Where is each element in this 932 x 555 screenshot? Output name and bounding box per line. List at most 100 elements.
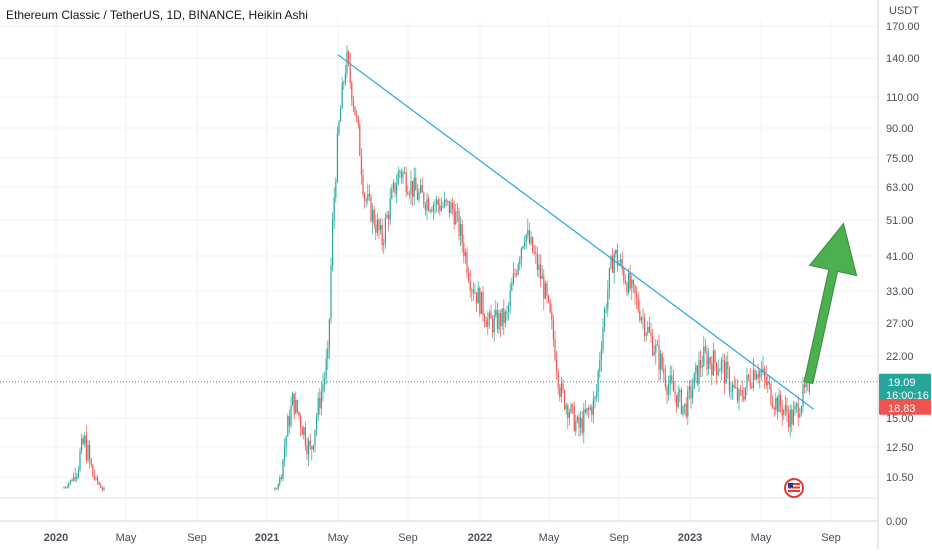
- candle-body: [644, 317, 646, 336]
- candle-body: [81, 438, 83, 452]
- candle-body: [599, 359, 601, 372]
- candle-body: [317, 397, 319, 417]
- candle-body: [304, 427, 306, 446]
- up-arrow-annotation[interactable]: [803, 222, 858, 385]
- candle-body: [95, 477, 97, 480]
- candle-body: [392, 182, 394, 190]
- candle-body: [626, 283, 628, 293]
- x-tick-label: Sep: [187, 532, 207, 544]
- x-tick-label: 2021: [255, 532, 279, 544]
- last-price-value: 19.09: [888, 377, 916, 389]
- candle-body: [735, 387, 737, 389]
- candle-body: [394, 182, 396, 194]
- candle-body: [792, 409, 794, 425]
- candle-body: [794, 405, 796, 410]
- candle-body: [405, 172, 407, 193]
- candle-body: [802, 384, 804, 407]
- candle-body: [423, 192, 425, 205]
- candle-body: [440, 206, 442, 211]
- candle-body: [780, 394, 782, 407]
- candle-body: [768, 382, 770, 384]
- candle-body: [420, 185, 422, 193]
- candle-body: [663, 368, 665, 375]
- candle-body: [788, 413, 790, 428]
- candle-body: [97, 477, 99, 483]
- candle-body: [679, 390, 681, 393]
- candle-body: [98, 482, 100, 485]
- candle-body: [93, 477, 95, 480]
- candle-body: [308, 440, 310, 455]
- candle-body: [343, 82, 345, 84]
- candle-body: [640, 317, 642, 321]
- candle-body: [784, 405, 786, 411]
- candle-body: [704, 346, 706, 352]
- candle-body: [384, 218, 386, 243]
- candle-body: [314, 429, 316, 446]
- candle-body: [733, 384, 735, 388]
- us-flag-icon[interactable]: [784, 478, 804, 498]
- candle-body: [708, 357, 710, 369]
- trendline[interactable]: [337, 54, 814, 410]
- y-tick-label: 10.50: [886, 472, 914, 484]
- candle-body: [288, 415, 290, 426]
- candle-body: [87, 444, 89, 461]
- candle-body: [471, 289, 473, 291]
- candle-body: [607, 289, 609, 309]
- candle-body: [400, 171, 402, 178]
- candle-body: [653, 352, 655, 356]
- candle-body: [631, 279, 633, 289]
- candle-body: [509, 290, 511, 306]
- candle-body: [450, 202, 452, 214]
- candle-body: [472, 289, 474, 294]
- candle-body: [624, 280, 626, 284]
- candle-body: [621, 259, 623, 269]
- candle-body: [431, 210, 433, 212]
- candle-body: [556, 359, 558, 372]
- candle-body: [493, 315, 495, 333]
- candle-body: [636, 294, 638, 299]
- candle-body: [74, 477, 76, 480]
- candle-body: [743, 396, 745, 400]
- candle-body: [584, 409, 586, 413]
- x-tick-label: May: [328, 532, 349, 544]
- candle-body: [452, 202, 454, 209]
- candle-body: [436, 199, 438, 205]
- candle-body: [456, 211, 458, 213]
- candle-body: [482, 291, 484, 316]
- candle-body: [285, 436, 287, 447]
- y-tick-label: 27.00: [886, 318, 914, 330]
- candle-body: [588, 408, 590, 410]
- candle-body: [320, 391, 322, 409]
- y-tick-label: 15.00: [886, 413, 914, 425]
- candle-body: [551, 312, 553, 320]
- candle-body: [592, 399, 594, 415]
- candle-body: [664, 374, 666, 387]
- candle-body: [453, 208, 455, 225]
- candle-body: [434, 204, 436, 206]
- candle-body: [386, 214, 388, 219]
- candle-body: [628, 273, 630, 293]
- candle-body: [516, 273, 518, 275]
- candle-body: [396, 184, 398, 194]
- candle-body: [501, 308, 503, 327]
- candle-body: [685, 403, 687, 417]
- candle-body: [525, 234, 527, 243]
- candle-body: [344, 73, 346, 83]
- candle-body: [693, 372, 695, 389]
- candle-body: [682, 405, 684, 414]
- candle-body: [575, 421, 577, 432]
- candle-body: [476, 292, 478, 304]
- candle-body: [674, 391, 676, 396]
- candle-body: [541, 276, 543, 279]
- candle-body: [610, 256, 612, 269]
- candle-body: [746, 374, 748, 388]
- candle-body: [652, 336, 654, 356]
- candle-body: [738, 389, 740, 401]
- candle-body: [759, 371, 761, 378]
- candle-body: [522, 246, 524, 249]
- candle-body: [333, 197, 335, 220]
- candle-body: [648, 326, 650, 333]
- candle-body: [487, 318, 489, 327]
